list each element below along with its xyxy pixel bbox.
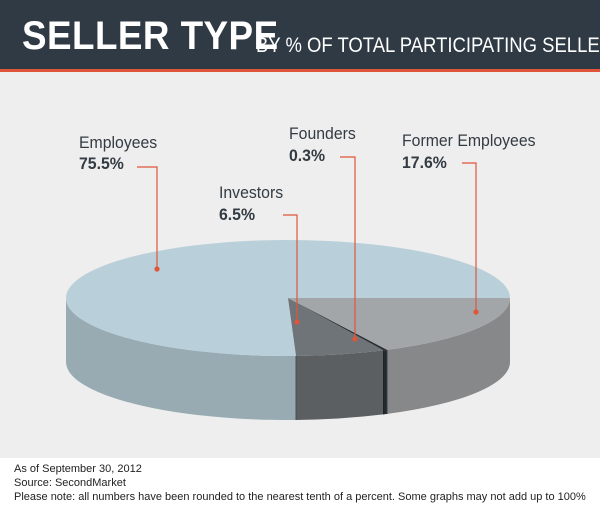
pie-slice-former-employees <box>288 298 510 350</box>
pie-side-founders <box>383 349 388 415</box>
leader-line-founders <box>340 156 356 339</box>
chart-subtitle: BY % OF TOTAL PARTICIPATING SELLERS <box>256 34 600 57</box>
leader-dot-investors <box>294 319 300 325</box>
footer-note: Please note: all numbers have been round… <box>14 491 586 503</box>
pie-side-employees <box>66 298 297 420</box>
pie-slice-employees <box>65 239 510 356</box>
leader-line-former-employees <box>462 162 477 312</box>
label-employees: Employees <box>79 133 158 152</box>
value-founders: 0.3% <box>289 146 326 165</box>
value-employees: 75.5% <box>79 154 124 173</box>
leader-line-employees <box>137 166 158 269</box>
leader-dot-founders <box>352 336 358 342</box>
header-banner: SELLER TYPE BY % OF TOTAL PARTICIPATING … <box>0 0 600 72</box>
value-investors: 6.5% <box>219 205 256 224</box>
pie-chart <box>65 156 510 420</box>
chart-title: SELLER TYPE <box>22 14 279 58</box>
label-former-employees: Former Employees <box>402 131 536 150</box>
leader-line-investors <box>283 214 298 322</box>
leader-dot-employees <box>154 266 160 272</box>
leader-dot-former-employees <box>473 309 479 315</box>
footer-source: Source: SecondMarket <box>14 477 126 489</box>
pie-side-investors <box>296 350 384 420</box>
pie-slice-investors <box>288 298 384 356</box>
footer-asof: As of September 30, 2012 <box>14 463 142 475</box>
value-former-employees: 17.6% <box>402 153 447 172</box>
footer-notes: As of September 30, 2012 Source: SecondM… <box>14 462 586 504</box>
label-founders: Founders <box>289 124 356 143</box>
label-investors: Investors <box>219 183 284 202</box>
pie-slice-founders <box>288 298 388 351</box>
pie-side-former-employees <box>387 298 510 414</box>
